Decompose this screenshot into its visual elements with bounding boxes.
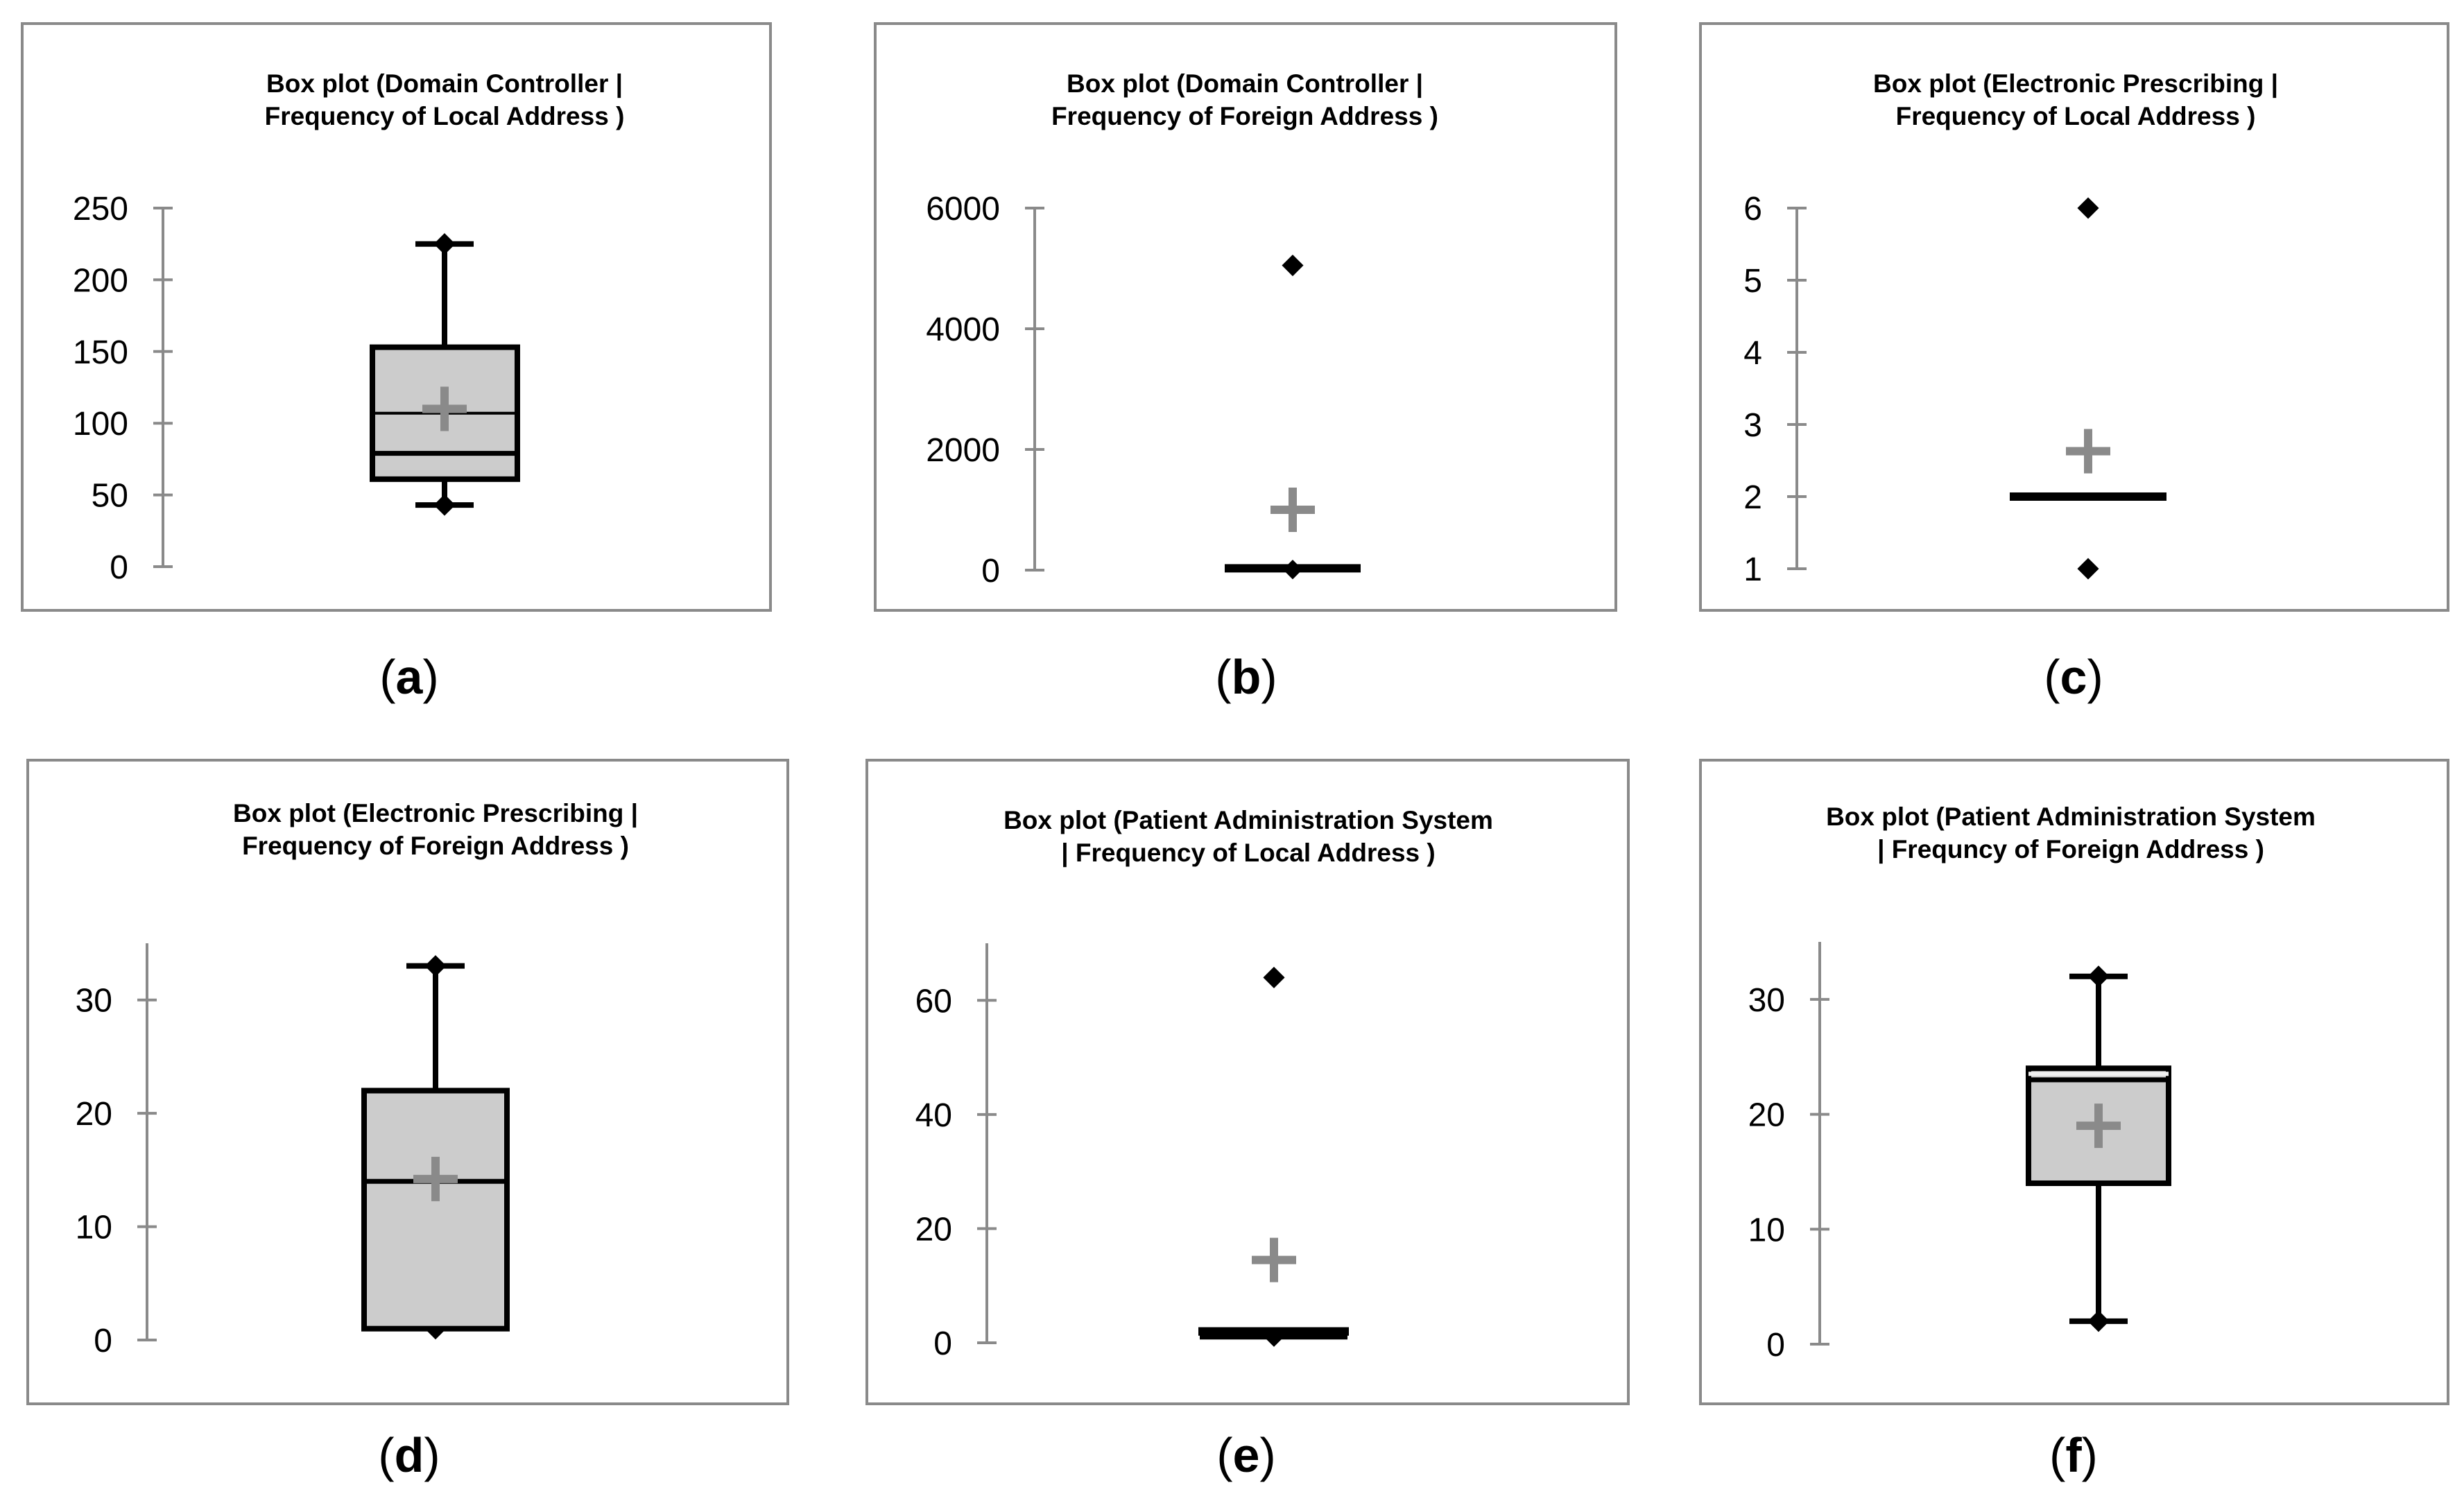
plot-frame bbox=[21, 22, 772, 612]
y-tick-label: 20 bbox=[915, 1211, 952, 1248]
panel-f: Box plot (Patient Administration System |… bbox=[1699, 759, 2449, 1482]
y-tick-label: 200 bbox=[73, 262, 128, 299]
chart-title-line: Box plot (Electronic Prescribing | bbox=[233, 799, 638, 828]
iqr-box bbox=[361, 1088, 510, 1332]
y-tick-label: 10 bbox=[76, 1210, 112, 1246]
y-tick-label: 150 bbox=[73, 334, 128, 371]
chart-title-line: Box plot (Domain Controller | bbox=[1067, 69, 1423, 98]
chart-title-line: Frequency of Foreign Address ) bbox=[1051, 102, 1438, 130]
y-tick-label: 50 bbox=[92, 478, 128, 515]
panel-caption: (a) bbox=[379, 650, 439, 704]
y-tick-label: 2 bbox=[1743, 479, 1762, 516]
panel-caption: (c) bbox=[2044, 650, 2103, 704]
panel-d: Box plot (Electronic Prescribing | Freque… bbox=[26, 759, 789, 1482]
chart-title-line: Box plot (Patient Administration System bbox=[1826, 802, 2316, 831]
y-tick-label: 0 bbox=[933, 1325, 952, 1362]
y-tick-label: 100 bbox=[73, 406, 128, 443]
chart-title-line: Frequency of Local Address ) bbox=[265, 102, 625, 130]
panel-caption: (b) bbox=[1215, 650, 1277, 704]
y-tick-label: 6000 bbox=[926, 191, 1000, 227]
y-tick-label: 40 bbox=[915, 1097, 952, 1134]
panel-b: Box plot (Domain Controller | Frequency o… bbox=[874, 22, 1617, 704]
max-marker bbox=[433, 233, 456, 255]
outlier-point bbox=[2077, 197, 2099, 219]
chart-title-line: Frequency of Foreign Address ) bbox=[242, 832, 629, 860]
chart-title-line: Frequency of Local Address ) bbox=[1896, 102, 2256, 130]
chart-title-line: | Frequency of Local Address ) bbox=[1061, 839, 1435, 868]
y-tick-label: 20 bbox=[1748, 1097, 1785, 1134]
chart-title-line: Box plot (Domain Controller | bbox=[266, 69, 623, 98]
y-tick-label: 60 bbox=[915, 983, 952, 1020]
panel-caption: (e) bbox=[1216, 1428, 1276, 1482]
y-tick-label: 10 bbox=[1748, 1212, 1785, 1248]
min-marker bbox=[1282, 559, 1303, 580]
plot-frame bbox=[865, 759, 1630, 1405]
panel-a: Box plot (Domain Controller | Frequency o… bbox=[21, 22, 772, 704]
panel-e: Box plot (Patient Administration System |… bbox=[865, 759, 1630, 1482]
outlier-point bbox=[2077, 558, 2099, 580]
y-tick-label: 30 bbox=[1748, 982, 1785, 1019]
panel-c: Box plot (Electronic Prescribing | Freque… bbox=[1699, 22, 2449, 704]
outlier-point bbox=[1282, 255, 1304, 277]
min-marker bbox=[2087, 1310, 2110, 1332]
max-marker bbox=[2087, 965, 2110, 988]
y-tick-label: 0 bbox=[94, 1323, 112, 1359]
y-tick-label: 4000 bbox=[926, 311, 1000, 348]
chart-title-line: Box plot (Patient Administration System bbox=[1003, 806, 1493, 834]
y-tick-label: 5 bbox=[1743, 263, 1762, 300]
y-tick-label: 30 bbox=[76, 983, 112, 1020]
plot-frame bbox=[1699, 22, 2449, 612]
plot-frame bbox=[874, 22, 1617, 612]
y-tick-label: 0 bbox=[110, 549, 128, 586]
y-tick-label: 250 bbox=[73, 191, 128, 227]
y-tick-label: 2000 bbox=[926, 432, 1000, 469]
chart-title-line: Box plot (Electronic Prescribing | bbox=[1873, 69, 2278, 98]
y-tick-label: 0 bbox=[1766, 1327, 1785, 1364]
outlier-point bbox=[1263, 966, 1285, 988]
y-tick-label: 4 bbox=[1743, 335, 1762, 372]
chart-title-line: | Frequncy of Foreign Address ) bbox=[1877, 835, 2264, 864]
y-tick-label: 6 bbox=[1743, 191, 1762, 227]
panel-caption: (f) bbox=[2049, 1428, 2098, 1482]
y-tick-label: 0 bbox=[981, 553, 1000, 590]
y-tick-label: 1 bbox=[1743, 551, 1762, 588]
y-tick-label: 3 bbox=[1743, 407, 1762, 444]
panel-caption: (d) bbox=[378, 1428, 440, 1482]
min-marker bbox=[1264, 1327, 1284, 1347]
y-tick-label: 20 bbox=[76, 1096, 112, 1133]
